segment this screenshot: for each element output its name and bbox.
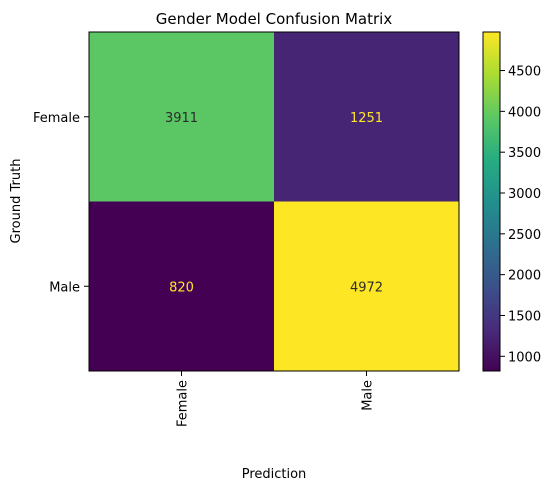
colorbar-tick-label: 1000 (508, 350, 541, 365)
colorbar-frame (482, 31, 501, 372)
heatmap-cell (89, 201, 274, 371)
heatmap-cell (89, 32, 274, 202)
chart-title: Gender Model Confusion Matrix (156, 10, 393, 28)
colorbar-tick-label: 4000 (508, 105, 541, 120)
colorbar (483, 32, 500, 371)
y-axis-ticks: Female Male (33, 111, 89, 295)
colorbar-tick-label: 2500 (508, 228, 541, 243)
x-axis-ticks: Female Male (176, 371, 376, 427)
heatmap-cell (274, 201, 459, 371)
x-tick-label: Male (361, 380, 376, 411)
plot-frame (88, 31, 460, 372)
heatmap-cell-labels: 3911 1251 820 4972 (165, 111, 383, 296)
colorbar-ticks: 1000 1500 2000 2500 3000 3500 4000 4500 (500, 65, 541, 365)
y-tick-label: Female (33, 111, 80, 126)
heatmap-cell (274, 32, 459, 202)
y-tick-label: Male (49, 280, 80, 295)
colorbar-tick-label: 4500 (508, 65, 541, 80)
colorbar-tick-label: 3500 (508, 146, 541, 161)
cell-value-label: 820 (169, 280, 194, 295)
heatmap-cells (89, 32, 459, 371)
cell-value-label: 1251 (350, 111, 383, 126)
x-axis-label: Prediction (242, 467, 307, 482)
y-axis-label: Ground Truth (9, 159, 24, 244)
colorbar-tick-label: 1500 (508, 309, 541, 324)
x-tick-label: Female (176, 380, 191, 427)
colorbar-tick-label: 3000 (508, 187, 541, 202)
cell-value-label: 3911 (165, 111, 198, 126)
cell-value-label: 4972 (350, 280, 383, 295)
colorbar-tick-label: 2000 (508, 269, 541, 284)
